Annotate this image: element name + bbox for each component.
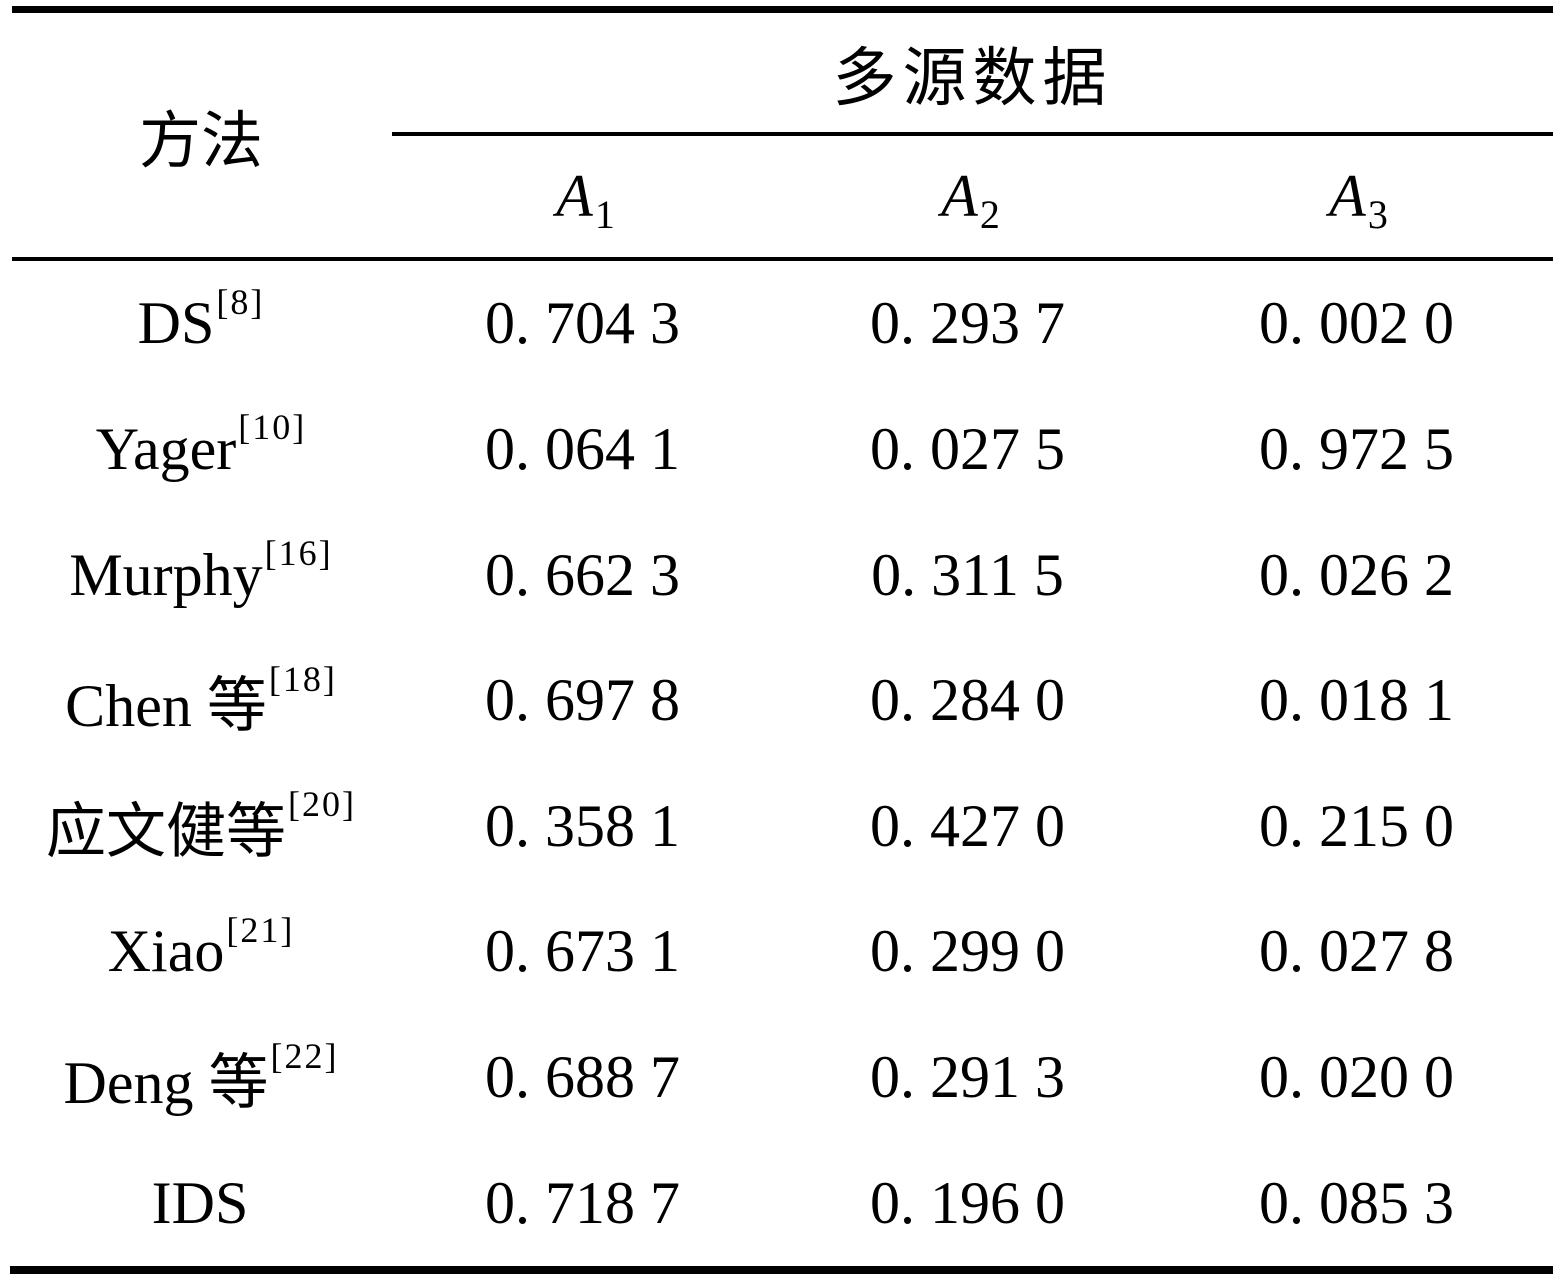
value-cell-a3: 0. 085 3 (1259, 1169, 1454, 1236)
method-label: Murphy (69, 541, 263, 608)
column-symbol: A (1329, 163, 1366, 229)
value-cell-a3: 0. 020 0 (1259, 1044, 1454, 1111)
method-cell: IDS (12, 1140, 390, 1266)
column-subscript: 3 (1367, 192, 1388, 237)
table-row: 应文健等 [20] 0. 358 1 0. 427 0 0. 215 0 (12, 764, 1553, 890)
value-cell-a2: 0. 311 5 (871, 541, 1064, 608)
method-cell: Xiao [21] (12, 889, 390, 1015)
method-cell: Yager [10] (12, 387, 390, 513)
reference-superscript: [10] (238, 407, 307, 448)
reference-superscript: [8] (216, 281, 265, 322)
value-cell-a1: 0. 718 7 (485, 1169, 680, 1236)
method-label: IDS (151, 1169, 249, 1236)
value-cell-a1: 0. 673 1 (485, 918, 680, 985)
table-top-rule (12, 6, 1553, 13)
value-cell-a1: 0. 358 1 (485, 792, 680, 859)
method-cell: DS [8] (12, 261, 390, 387)
column-subscript: 1 (594, 192, 615, 237)
table-row: DS [8] 0. 704 3 0. 293 7 0. 002 0 (12, 261, 1553, 387)
table-body: DS [8] 0. 704 3 0. 293 7 0. 002 0 Yager [1… (12, 261, 1553, 1266)
method-label: DS (137, 290, 215, 357)
value-cell-a3: 0. 026 2 (1259, 541, 1454, 608)
value-cell-a3: 0. 027 8 (1259, 918, 1454, 985)
reference-superscript: [18] (268, 658, 337, 699)
method-label: Xiao (107, 918, 225, 985)
table-row: Yager [10] 0. 064 1 0. 027 5 0. 972 5 (12, 387, 1553, 513)
value-cell-a3: 0. 972 5 (1259, 415, 1454, 482)
value-cell-a2: 0. 284 0 (870, 667, 1065, 734)
reference-superscript: [20] (288, 784, 356, 825)
method-cell: Deng 等 [22] (12, 1015, 390, 1141)
header-separator-rule (12, 257, 1553, 261)
reference-superscript: [16] (264, 533, 333, 574)
method-cell: Chen 等 [18] (12, 638, 390, 764)
multisource-span-header: 多源数据 (832, 42, 1113, 114)
column-symbol: A (941, 163, 978, 229)
table-row: Murphy [16] 0. 662 3 0. 311 5 0. 026 2 (12, 512, 1553, 638)
value-cell-a1: 0. 704 3 (485, 290, 680, 357)
value-cell-a2: 0. 427 0 (870, 792, 1065, 859)
reference-superscript: [21] (226, 909, 295, 950)
table-row: IDS 0. 718 7 0. 196 0 0. 085 3 (12, 1140, 1553, 1266)
value-cell-a2: 0. 027 5 (870, 415, 1065, 482)
value-cell-a3: 0. 002 0 (1259, 290, 1454, 357)
value-cell-a3: 0. 215 0 (1259, 792, 1454, 859)
value-cell-a3: 0. 018 1 (1259, 667, 1454, 734)
value-cell-a1: 0. 064 1 (485, 415, 680, 482)
method-label: 应文健等 (46, 798, 286, 865)
table-row: Deng 等 [22] 0. 688 7 0. 291 3 0. 020 0 (12, 1015, 1553, 1141)
method-cell: 应文健等 [20] (12, 764, 390, 890)
value-cell-a2: 0. 291 3 (870, 1044, 1065, 1111)
method-column-header: 方法 (138, 108, 263, 176)
method-label: Deng 等 (63, 1050, 269, 1117)
reference-superscript: [22] (270, 1035, 339, 1076)
span-header-rule (392, 132, 1553, 136)
table-row: Chen 等 [18] 0. 697 8 0. 284 0 0. 018 1 (12, 638, 1553, 764)
value-cell-a2: 0. 293 7 (870, 290, 1065, 357)
method-label: Chen 等 (65, 673, 267, 740)
method-cell: Murphy [16] (12, 512, 390, 638)
value-cell-a2: 0. 196 0 (870, 1169, 1065, 1236)
value-cell-a1: 0. 697 8 (485, 667, 680, 734)
value-cell-a1: 0. 688 7 (485, 1044, 680, 1111)
column-symbol: A (556, 163, 593, 229)
method-label: Yager (95, 415, 237, 482)
column-subscript: 2 (979, 192, 1000, 237)
value-cell-a1: 0. 662 3 (485, 541, 680, 608)
value-cell-a2: 0. 299 0 (870, 918, 1065, 985)
table-bottom-rule (10, 1266, 1553, 1274)
table-row: Xiao [21] 0. 673 1 0. 299 0 0. 027 8 (12, 889, 1553, 1015)
